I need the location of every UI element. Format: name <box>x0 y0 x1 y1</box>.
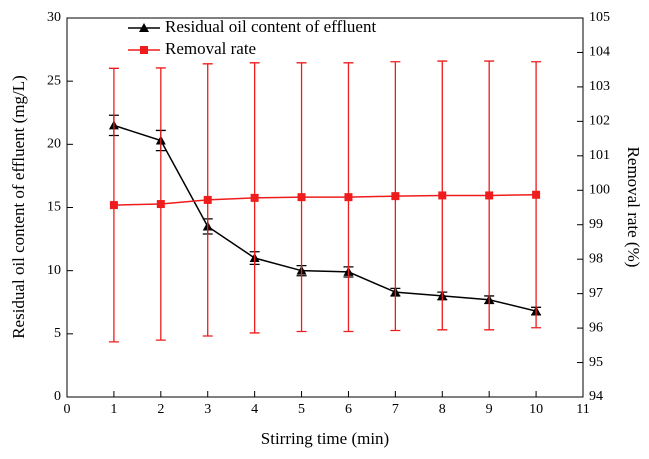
x-tick-label: 8 <box>439 402 446 417</box>
y-tick-label: 25 <box>47 73 61 88</box>
y2-tick-label: 95 <box>589 355 603 370</box>
data-point <box>297 193 306 202</box>
y2-tick-label: 98 <box>589 251 603 266</box>
y2-tick-label: 101 <box>589 148 610 163</box>
y2-tick-label: 100 <box>589 182 610 197</box>
x-tick-label: 2 <box>157 402 164 417</box>
x-tick-label: 9 <box>486 402 493 417</box>
legend-label: Removal rate <box>165 39 256 58</box>
series-line <box>113 194 537 206</box>
y2-tick-label: 99 <box>589 217 603 232</box>
x-tick-label: 6 <box>345 402 352 417</box>
x-tick-label: 10 <box>529 402 543 417</box>
x-tick-label: 1 <box>110 402 117 417</box>
y2-tick-label: 96 <box>589 320 603 335</box>
y2-tick-label: 94 <box>589 389 603 404</box>
data-point <box>485 191 494 200</box>
y-tick-label: 5 <box>54 326 61 341</box>
series-line <box>113 124 537 312</box>
legend-marker <box>139 23 149 32</box>
legend-marker <box>140 46 148 54</box>
x-tick-label: 4 <box>251 402 258 417</box>
y-tick-label: 0 <box>54 389 61 404</box>
x-tick-label: 11 <box>576 402 589 417</box>
y2-tick-label: 97 <box>589 286 603 301</box>
x-tick-label: 7 <box>392 402 399 417</box>
y2-tick-label: 102 <box>589 114 610 129</box>
y-tick-label: 10 <box>47 263 61 278</box>
y-tick-label: 30 <box>47 10 61 25</box>
y2-tick-label: 103 <box>589 79 610 94</box>
y-axis-label: Residual oil content of effluent (mg/L) <box>9 75 28 339</box>
data-point <box>203 195 212 204</box>
x-axis-label: Stirring time (min) <box>261 429 389 448</box>
data-point <box>109 201 118 210</box>
x-tick-label: 0 <box>64 402 71 417</box>
y2-tick-label: 105 <box>589 10 610 25</box>
x-tick-label: 5 <box>298 402 305 417</box>
y-tick-label: 20 <box>47 137 61 152</box>
data-point <box>250 193 259 202</box>
plot-frame <box>66 17 584 398</box>
y2-axis-label: Removal rate (%) <box>624 147 643 268</box>
data-point <box>438 191 447 200</box>
data-point <box>344 193 353 202</box>
data-point <box>156 200 165 209</box>
legend-label: Residual oil content of effluent <box>165 17 376 36</box>
data-point <box>532 190 541 199</box>
data-point <box>391 192 400 201</box>
x-tick-label: 3 <box>204 402 211 417</box>
y2-tick-label: 104 <box>589 45 610 60</box>
y-tick-label: 15 <box>47 200 61 215</box>
